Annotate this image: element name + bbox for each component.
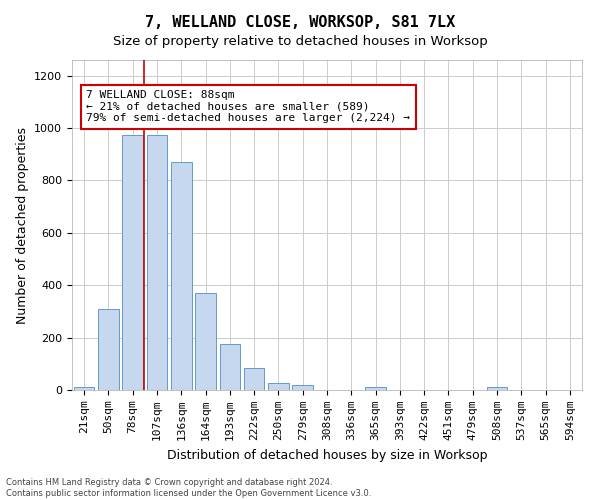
Bar: [195, 293, 216, 390]
Bar: [365, 387, 386, 390]
Bar: [146, 134, 167, 390]
Y-axis label: Number of detached properties: Number of detached properties: [16, 126, 29, 324]
Bar: [268, 383, 289, 390]
Text: 7, WELLAND CLOSE, WORKSOP, S81 7LX: 7, WELLAND CLOSE, WORKSOP, S81 7LX: [145, 15, 455, 30]
Bar: [244, 368, 265, 390]
Bar: [487, 387, 508, 390]
Bar: [98, 309, 119, 390]
Text: 7 WELLAND CLOSE: 88sqm
← 21% of detached houses are smaller (589)
79% of semi-de: 7 WELLAND CLOSE: 88sqm ← 21% of detached…: [86, 90, 410, 124]
Bar: [220, 344, 240, 390]
Text: Size of property relative to detached houses in Worksop: Size of property relative to detached ho…: [113, 35, 487, 48]
Text: Contains HM Land Registry data © Crown copyright and database right 2024.
Contai: Contains HM Land Registry data © Crown c…: [6, 478, 371, 498]
Bar: [292, 385, 313, 390]
Bar: [74, 387, 94, 390]
Bar: [122, 134, 143, 390]
Bar: [171, 162, 191, 390]
X-axis label: Distribution of detached houses by size in Worksop: Distribution of detached houses by size …: [167, 448, 487, 462]
